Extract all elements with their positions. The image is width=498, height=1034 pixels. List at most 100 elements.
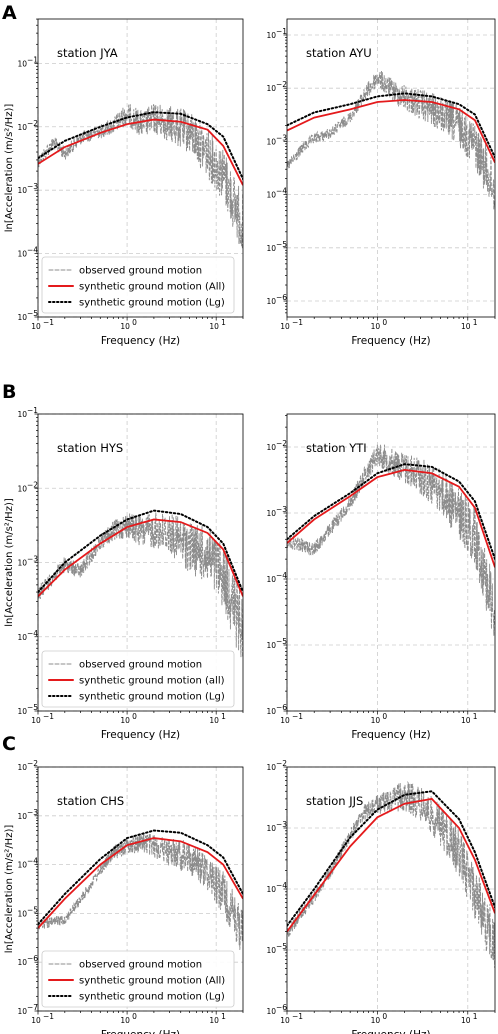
y-tick-label: 10 (266, 509, 276, 518)
y-tick-label: 10 (17, 123, 27, 132)
y-tick-label: 10 (17, 707, 27, 716)
y-tick-label-exponent: −4 (276, 881, 287, 890)
panel-letter-b: B (2, 381, 16, 403)
plot-frame (286, 18, 496, 318)
x-tick-label: 10 (461, 1016, 471, 1025)
x-tick-label: 10 (120, 1016, 130, 1025)
synthetic-lg-series (38, 829, 243, 926)
y-tick-label: 10 (17, 250, 27, 259)
legend-entry: observed ground motion (79, 660, 202, 671)
y-tick-label: 10 (17, 812, 27, 821)
y-tick-label-exponent: −4 (27, 629, 38, 638)
y-tick-label-exponent: −7 (27, 1003, 38, 1012)
legend-box (41, 650, 235, 708)
x-tick-label: 10 (461, 322, 471, 331)
y-tick-label: 10 (17, 633, 27, 642)
y-tick-label-exponent: −4 (27, 246, 38, 255)
legend-entry: synthetic ground motion (Lg) (79, 298, 225, 309)
y-tick-label: 10 (17, 958, 27, 967)
legend-box (41, 950, 235, 1008)
y-tick-label: 10 (266, 1007, 276, 1016)
observed-series (38, 512, 243, 658)
x-tick-label-exponent: 0 (382, 318, 387, 327)
y-tick-label: 10 (17, 861, 27, 870)
y-tick-label: 10 (266, 575, 276, 584)
y-tick-label: 10 (266, 763, 276, 772)
x-tick-label-exponent: 1 (473, 318, 478, 327)
y-tick-label: 10 (266, 946, 276, 955)
y-tick-label-exponent: −3 (27, 182, 38, 191)
station-label: station YTI (306, 441, 367, 455)
y-tick-label: 10 (266, 297, 276, 306)
x-tick-label-exponent: 1 (221, 318, 226, 327)
observed-series (287, 444, 495, 636)
legend-entry: observed ground motion (79, 960, 202, 971)
y-tick-label-exponent: −1 (276, 27, 287, 36)
station-label: station HYS (57, 441, 123, 455)
x-axis-label: Frequency (Hz) (101, 335, 180, 347)
synthetic-all-series (287, 797, 495, 933)
x-tick-label: 10 (371, 716, 381, 725)
x-tick-label: 10 (280, 716, 290, 725)
x-tick-label-exponent: −1 (43, 1012, 54, 1021)
synthetic-all-series (38, 837, 243, 929)
x-tick-label-exponent: 1 (221, 712, 226, 721)
x-tick-label-exponent: −1 (292, 712, 303, 721)
y-tick-label-exponent: −3 (27, 808, 38, 817)
x-tick-label-exponent: 1 (473, 1012, 478, 1021)
y-tick-label: 10 (17, 59, 27, 68)
x-tick-label: 10 (371, 322, 381, 331)
x-tick-label-exponent: 1 (473, 712, 478, 721)
grid (286, 19, 495, 317)
x-tick-label: 10 (31, 322, 41, 331)
legend-entry: synthetic ground motion (All) (79, 282, 225, 293)
x-tick-label-exponent: 0 (382, 1012, 387, 1021)
chart-station-yti: 10 −1 10 0 10 110 −610 −510 −410 −310 −2Frequency … (266, 413, 496, 741)
x-tick-label: 10 (371, 1016, 381, 1025)
y-tick-label: 10 (17, 484, 27, 493)
station-label: station AYU (306, 46, 372, 60)
charts-container: 10 −1 10 0 10 110 −510 −410 −310 −210 −1Frequency … (4, 18, 496, 1034)
y-tick-label: 10 (17, 909, 27, 918)
synthetic-all-series (287, 99, 495, 163)
y-tick-label-exponent: −3 (276, 133, 287, 142)
y-tick-label-exponent: −5 (276, 240, 287, 249)
y-tick-label: 10 (266, 824, 276, 833)
station-label: station JYA (57, 46, 118, 60)
x-axis-label: Frequency (Hz) (351, 1029, 430, 1034)
legend-entry: synthetic ground motion (all) (79, 676, 225, 687)
y-tick-label-exponent: −1 (27, 406, 38, 415)
y-tick-label-exponent: −2 (276, 80, 287, 89)
y-tick-label: 10 (266, 707, 276, 716)
y-tick-label-exponent: −2 (27, 480, 38, 489)
y-tick-label-exponent: −5 (276, 637, 287, 646)
x-tick-label-exponent: 1 (221, 1012, 226, 1021)
y-tick-label-exponent: −6 (276, 293, 287, 302)
x-tick-label-exponent: −1 (292, 1012, 303, 1021)
y-tick-label: 10 (266, 191, 276, 200)
x-axis-label: Frequency (Hz) (351, 335, 430, 347)
chart-station-jya: 10 −1 10 0 10 110 −510 −410 −310 −210 −1Frequency … (4, 18, 244, 347)
chart-station-chs: 10−110010110−710−610−510−410−310−2Freque… (4, 759, 244, 1034)
observed-series (38, 104, 243, 249)
y-axis-label: ln[Acceleration (m/s²/Hz)] (4, 104, 15, 233)
x-axis-label: Frequency (Hz) (351, 729, 430, 741)
legend-entry: synthetic ground motion (Lg) (79, 692, 225, 703)
legend: observed ground motion synthetic ground m… (41, 256, 235, 314)
y-tick-label: 10 (17, 313, 27, 322)
synthetic-lg-series (287, 790, 495, 927)
legend-box (41, 256, 235, 314)
x-tick-label: 10 (280, 322, 290, 331)
legend-entry: synthetic ground motion (Lg) (79, 992, 225, 1003)
plot-frame (286, 413, 496, 712)
y-tick-label: 10 (266, 244, 276, 253)
synthetic-lg-series (287, 463, 495, 561)
x-tick-label: 10 (461, 716, 471, 725)
plot-frame (37, 766, 244, 1012)
x-tick-label: 10 (209, 322, 219, 331)
y-tick-label: 10 (266, 137, 276, 146)
x-tick-label-exponent: −1 (292, 318, 303, 327)
y-tick-label: 10 (17, 186, 27, 195)
x-tick-label-exponent: −1 (43, 318, 54, 327)
